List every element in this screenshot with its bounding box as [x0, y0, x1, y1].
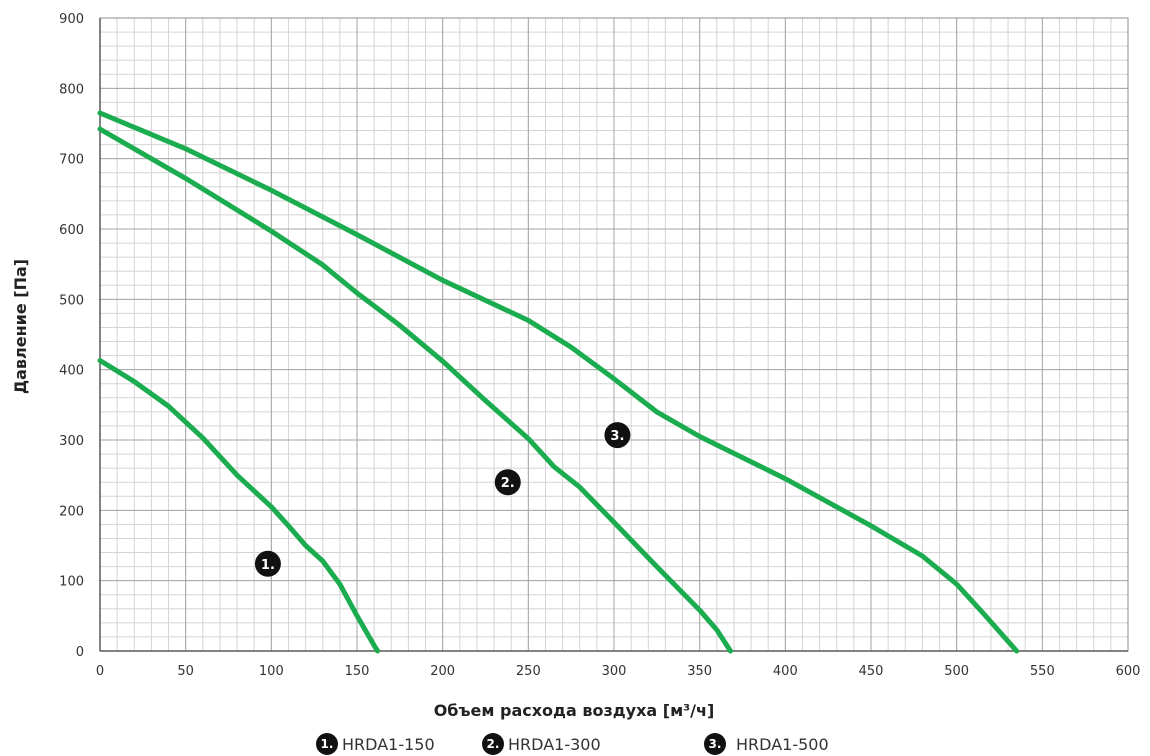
legend-marker-2: 2.	[482, 733, 504, 755]
x-tick-label: 450	[859, 664, 884, 679]
y-tick-label: 800	[59, 82, 84, 97]
y-tick-label: 600	[59, 223, 84, 238]
x-tick-label: 0	[96, 664, 104, 679]
series-line-2	[100, 129, 731, 651]
y-tick-labels: 0 100 200 300 400 500 600 700 800 900	[59, 12, 84, 660]
y-tick-label: 400	[59, 364, 84, 379]
x-tick-label: 350	[687, 664, 712, 679]
series-marker-label-1: 1.	[261, 558, 275, 573]
y-tick-label: 100	[59, 575, 84, 590]
x-tick-label: 50	[177, 664, 194, 679]
x-tick-label: 550	[1030, 664, 1055, 679]
x-axis-title: Объем расхода воздуха [м³/ч]	[434, 701, 715, 720]
pressure-flow-chart: 0 50 100 150 200 250 300 350 400 450 500 550 600 0 10…	[0, 0, 1150, 730]
series-marker-label-3: 3.	[610, 429, 624, 444]
x-tick-label: 500	[944, 664, 969, 679]
x-tick-label: 200	[430, 664, 455, 679]
y-tick-label: 700	[59, 153, 84, 168]
x-tick-labels: 0 50 100 150 200 250 300 350 400 450 500 550 600	[96, 664, 1141, 679]
y-tick-label: 200	[59, 504, 84, 519]
x-tick-label: 100	[259, 664, 284, 679]
legend-label-2: HRDA1-300	[508, 735, 601, 754]
y-tick-label: 0	[76, 645, 84, 660]
y-tick-label: 300	[59, 434, 84, 449]
legend-label-1: HRDA1-150	[342, 735, 435, 754]
y-tick-label: 500	[59, 293, 84, 308]
y-axis-title: Давление [Па]	[11, 259, 30, 394]
legend-marker-1: 1.	[316, 733, 338, 755]
legend-item-1: 1. HRDA1-150	[316, 733, 435, 755]
legend-item-3: 3. HRDA1-500	[704, 733, 829, 755]
x-tick-label: 150	[345, 664, 370, 679]
x-tick-label: 300	[602, 664, 627, 679]
series-line-1	[100, 361, 378, 652]
y-tick-label: 900	[59, 12, 84, 27]
x-tick-label: 400	[773, 664, 798, 679]
legend-marker-3: 3.	[704, 733, 726, 755]
legend-item-2: 2. HRDA1-300	[482, 733, 601, 755]
series-marker-label-2: 2.	[501, 476, 515, 491]
x-tick-label: 600	[1116, 664, 1141, 679]
legend-label-3: HRDA1-500	[736, 735, 829, 754]
x-tick-label: 250	[516, 664, 541, 679]
legend: 1. HRDA1-150 2. HRDA1-300 3. HRDA1-500	[0, 730, 1150, 756]
